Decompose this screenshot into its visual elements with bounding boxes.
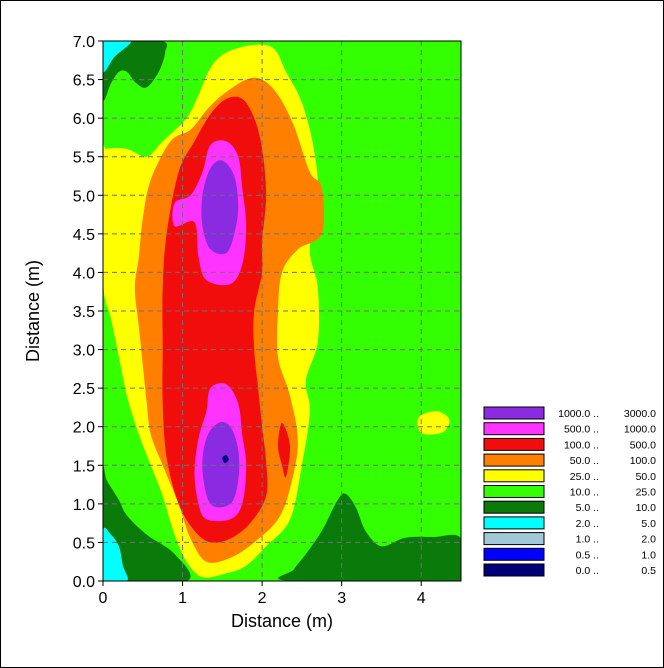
- legend-label-6: 10.0: [636, 502, 657, 514]
- y-tick-label-6: 3.0: [73, 343, 95, 360]
- x-tick-label-2: 2: [258, 590, 267, 607]
- legend-swatch-2: [483, 437, 545, 451]
- y-tick-label-7: 3.5: [73, 304, 95, 321]
- legend-label-1: 1000.0: [624, 424, 656, 436]
- contour-fills: [103, 41, 461, 581]
- contour-region-14: [202, 421, 240, 508]
- y-tick-label-3: 1.5: [73, 458, 95, 475]
- legend-label-9: 1.0: [641, 549, 656, 561]
- contour-region-1: [103, 466, 191, 581]
- y-tick-label-10: 5.0: [73, 188, 95, 205]
- y-tick-label-12: 6.0: [73, 111, 95, 128]
- legend-swatch-0: [483, 406, 545, 420]
- legend-label-0: 3000.0: [624, 408, 656, 420]
- y-tick-label-0: 0.0: [73, 574, 95, 591]
- legend-label-7: 5.0: [641, 518, 656, 530]
- y-tick-label-2: 1.0: [73, 497, 95, 514]
- x-axis-title: Distance (m): [231, 611, 333, 631]
- y-tick-label-14: 7.0: [73, 34, 95, 51]
- y-tick-label-1: 0.5: [73, 535, 95, 552]
- contour-region-10: [278, 422, 291, 478]
- y-tick-label-11: 5.5: [73, 150, 95, 167]
- legend-label-2: 500.0: [630, 439, 656, 451]
- legend-swatch-4: [483, 469, 545, 483]
- legend-label-7: 2.0 ..: [576, 518, 599, 530]
- contour-region-2: [278, 493, 461, 581]
- legend-label-4: 50.0: [636, 471, 657, 483]
- legend-label-10: 0.0 ..: [576, 565, 599, 577]
- legend-label-10: 0.5: [641, 565, 656, 577]
- contour-region-13: [201, 160, 239, 255]
- legend-label-3: 100.0: [630, 455, 656, 467]
- x-tick-label-0: 0: [99, 590, 108, 607]
- y-axis-title: Distance (m): [23, 260, 43, 362]
- legend-swatch-3: [483, 453, 545, 467]
- y-tick-label-5: 2.5: [73, 381, 95, 398]
- contour-region-15: [222, 455, 229, 464]
- legend-label-2: 100.0 ..: [564, 439, 599, 451]
- legend-label-5: 10.0 ..: [570, 487, 599, 499]
- legend-label-3: 50.0 ..: [570, 455, 599, 467]
- legend-label-8: 2.0: [641, 534, 656, 546]
- contour-region-7: [417, 411, 450, 435]
- contour-region-5: [103, 41, 131, 73]
- y-tick-label-8: 4.0: [73, 265, 95, 282]
- legend-label-4: 25.0 ..: [570, 471, 599, 483]
- legend-swatch-10: [483, 563, 545, 577]
- contour-region-4: [103, 527, 128, 581]
- y-tick-label-9: 4.5: [73, 227, 95, 244]
- legend-swatch-8: [483, 532, 545, 546]
- contour-region-3: [103, 41, 168, 101]
- legend-swatch-5: [483, 485, 545, 498]
- legend-label-9: 0.5 ..: [576, 549, 599, 561]
- legend-swatch-9: [483, 547, 545, 561]
- legend-label-1: 500.0 ..: [564, 424, 599, 436]
- legend-label-8: 1.0 ..: [576, 534, 599, 546]
- legend-label-5: 25.0: [636, 487, 657, 499]
- legend-label-6: 5.0 ..: [576, 502, 599, 514]
- y-tick-label-13: 6.5: [73, 73, 95, 90]
- legend-label-0: 1000.0 ..: [558, 408, 599, 420]
- legend-swatch-1: [483, 422, 545, 436]
- x-tick-label-1: 1: [178, 590, 187, 607]
- y-tick-label-4: 2.0: [73, 420, 95, 437]
- x-tick-label-4: 4: [417, 590, 426, 607]
- legend-swatch-6: [483, 500, 545, 514]
- legend-swatch-7: [483, 516, 545, 530]
- x-tick-label-3: 3: [337, 590, 346, 607]
